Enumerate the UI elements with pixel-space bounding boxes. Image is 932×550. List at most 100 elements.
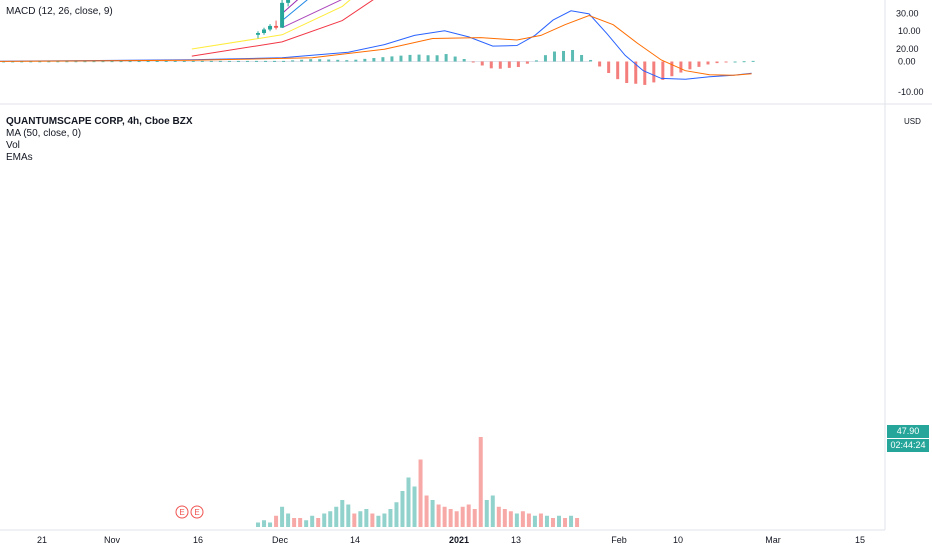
ema-line [191,0,374,57]
macd-histogram-bar [318,59,322,62]
macd-histogram-bar [146,61,150,63]
x-tick-label: Nov [104,535,121,545]
volume-bar [316,518,321,527]
macd-histogram-bar [191,60,195,62]
macd-histogram-bar [227,60,231,62]
volume-bar [304,520,309,527]
volume-bar [364,509,369,527]
volume-bar [442,506,447,527]
volume-bar [550,518,555,527]
macd-histogram-bar [20,61,24,63]
main-legend: QUANTUMSCAPE CORP, 4h, Cboe BZX MA (50, … [6,116,193,164]
volume-bar [472,509,477,527]
macd-histogram-bar [83,61,87,63]
macd-histogram-bar [164,60,168,62]
macd-histogram-bar [751,60,755,62]
volume-bar [563,518,568,527]
candle-body [286,0,291,3]
legend-ma: MA (50, close, 0) [6,128,82,139]
macd-histogram-bar [715,61,719,64]
macd-histogram-bar [273,60,277,62]
volume-bar [376,515,381,527]
macd-histogram-bar [670,61,674,77]
macd-histogram-bar [598,61,602,67]
macd-histogram-bar [453,56,457,62]
x-tick-label: 21 [37,535,47,545]
macd-histogram-bar [236,60,240,62]
macd-histogram-bar [534,60,538,62]
macd-histogram-bar [643,61,647,85]
macd-histogram-bar [110,61,114,63]
macd-histogram-bar [580,54,584,62]
macd-histogram-bar [471,61,475,63]
x-tick-label: Dec [272,535,289,545]
volume-bar [388,509,393,527]
volume-bar [310,515,315,527]
earnings-marker [190,505,204,519]
macd-histogram-bar [245,60,249,62]
macd-histogram-bar [47,61,51,63]
macd-histogram-bar [462,59,466,62]
volume-bar [382,513,387,527]
macd-histogram-bar [399,55,403,62]
volume-bar [358,511,363,527]
macd-histogram-bar [182,60,186,62]
candle-body [256,33,260,35]
macd-histogram-bar [652,61,656,83]
volume-bar [508,511,513,527]
candle-body [274,25,279,28]
macd-histogram-bar [417,54,421,62]
macd-histogram-bar [589,59,593,62]
volume-bar [268,522,273,527]
volume-bar [478,437,483,527]
macd-histogram-bar [498,61,502,69]
macd-histogram-bar [742,61,746,63]
macd-histogram-bar [562,50,566,62]
macd-histogram-bar [218,60,222,62]
macd-histogram-bar [11,61,15,63]
macd-histogram-bar [426,55,430,62]
macd-histogram-bar [101,61,105,63]
candle-body [268,25,273,30]
volume-bar [400,491,405,527]
volume-bar [454,511,459,527]
macd-histogram-bar [543,55,547,62]
macd-histogram-bar [345,60,349,62]
macd-histogram-bar [209,60,213,62]
y-unit-label: USD [904,117,921,126]
macd-histogram-bar [155,60,159,62]
volume-bar [298,518,303,527]
macd-histogram-bar [363,58,367,62]
macd-histogram-bar [480,61,484,66]
current-price-tag: 47.90 [887,425,929,438]
volume-bar [286,513,291,527]
macd-histogram-bar [516,61,520,68]
volume-bar [346,504,351,527]
x-tick-label: 10 [673,535,683,545]
macd-histogram-bar [688,61,692,70]
macd-histogram-bar [65,61,69,63]
macd-histogram-bar [372,58,376,62]
macd-histogram-bar [607,61,611,74]
volume-bar [292,518,297,527]
volume-bar [484,500,489,527]
macd-histogram-bar [264,60,268,62]
volume-bar [460,506,465,527]
x-tick-label: Feb [611,535,627,545]
earnings-marker [175,505,189,519]
volume-bar [394,502,399,527]
macd-histogram-bar [354,59,358,62]
volume-bar [424,495,429,527]
volume-bar [418,459,423,527]
macd-histogram-bar [724,61,728,63]
volume-bar [280,506,285,527]
macd-histogram-bar [282,60,286,62]
macd-y-tick-label: -10.00 [898,87,924,97]
y-tick-label: 30.00 [896,9,919,19]
macd-histogram-bar [435,55,439,62]
y-tick-label: 20.00 [896,44,919,54]
macd-histogram-bar [137,61,141,63]
volume-bar [532,515,537,527]
macd-histogram-bar [507,61,511,68]
